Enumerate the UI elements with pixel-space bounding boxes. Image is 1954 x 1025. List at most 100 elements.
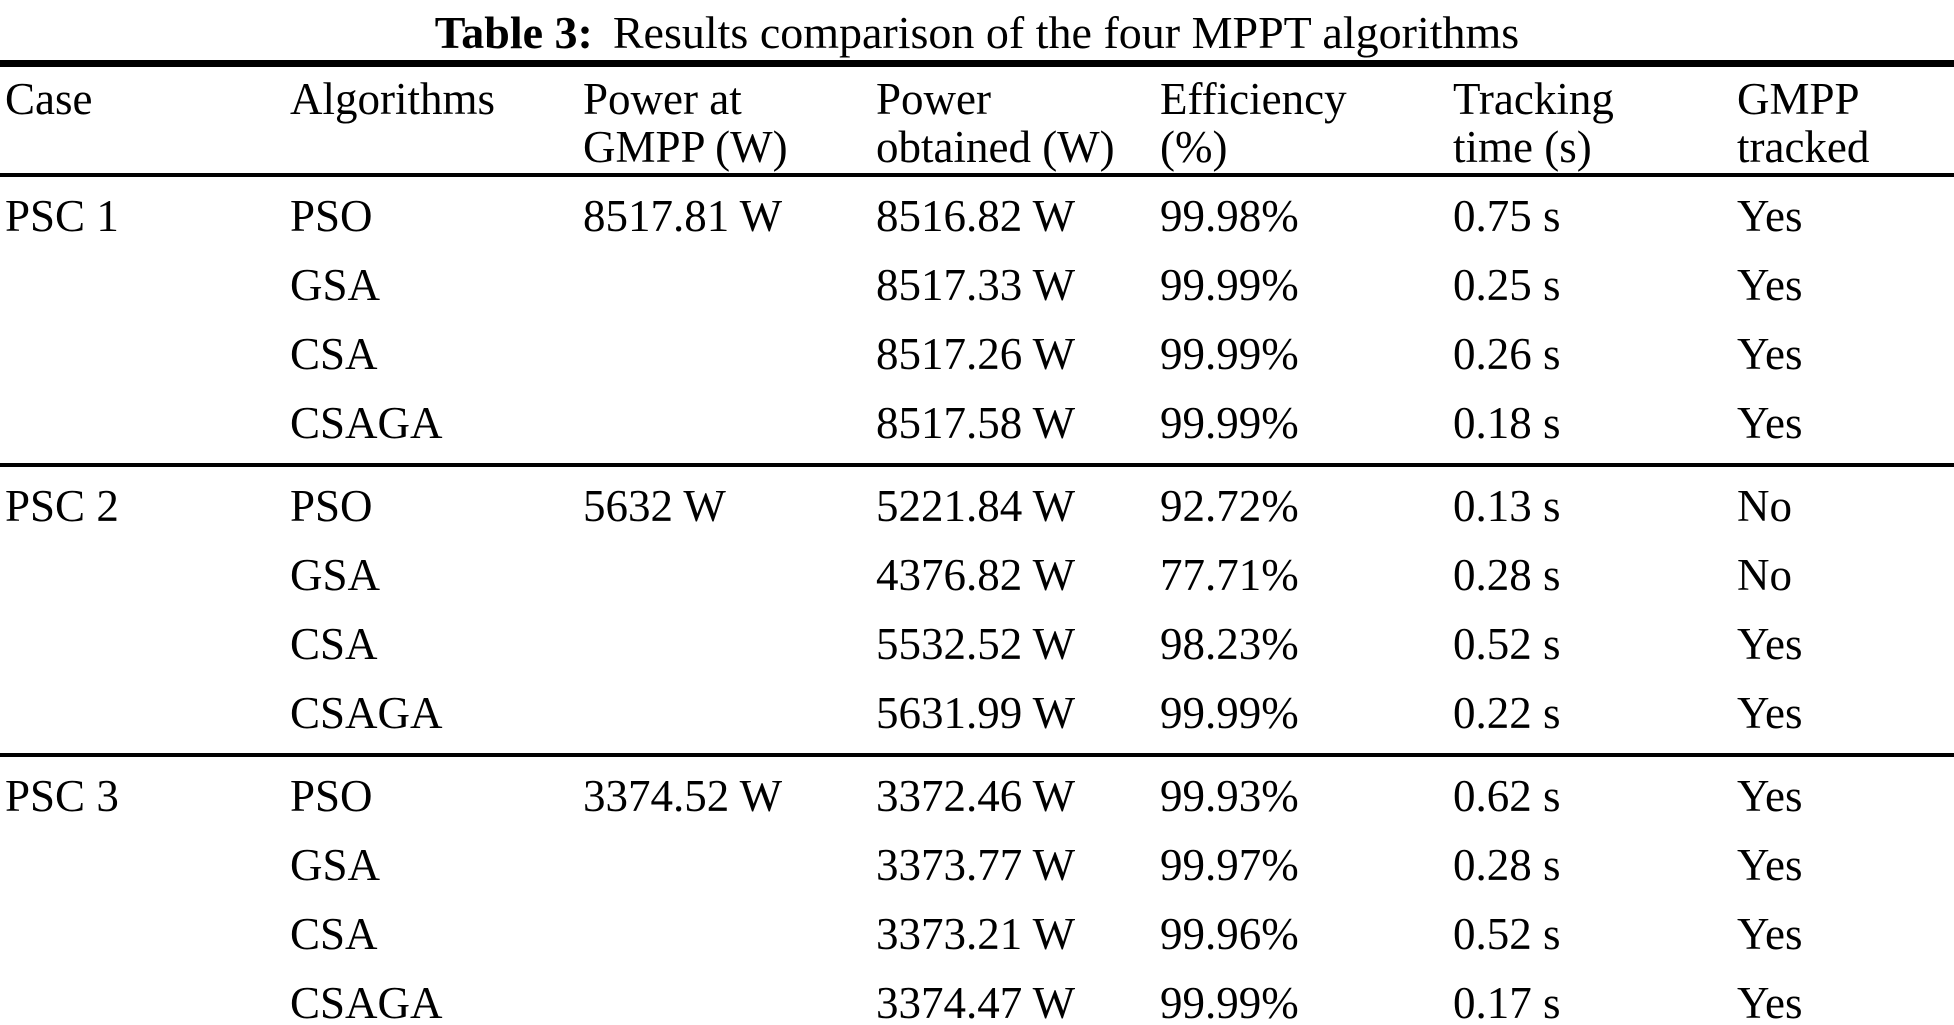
- case-cell-empty: [0, 541, 290, 610]
- efficiency-cell: 99.99%: [1160, 260, 1299, 310]
- table-row: GSA 8517.33 W 99.99% 0.25 s Yes: [0, 251, 1954, 320]
- power-at-gmpp-cell-empty: [583, 389, 876, 465]
- tracking-time-cell: 0.28 s: [1453, 550, 1561, 600]
- case-cell-empty: [0, 679, 290, 755]
- power-obtained-cell: 8517.33 W: [876, 260, 1076, 310]
- algorithm-cell: GSA: [290, 840, 381, 890]
- power-at-gmpp-cell-empty: [583, 320, 876, 389]
- power-at-gmpp-cell-empty: [583, 831, 876, 900]
- table-row: CSAGA 5631.99 W 99.99% 0.22 s Yes: [0, 679, 1954, 755]
- case-cell-empty: [0, 969, 290, 1025]
- power-at-gmpp-cell-empty: [583, 969, 876, 1025]
- table-row: CSAGA 8517.58 W 99.99% 0.18 s Yes: [0, 389, 1954, 465]
- table-caption-text: Results comparison of the four MPPT algo…: [612, 7, 1520, 58]
- efficiency-cell: 99.97%: [1160, 840, 1299, 890]
- algorithm-cell: PSO: [290, 771, 373, 821]
- gmpp-tracked-cell: Yes: [1737, 909, 1803, 959]
- power-at-gmpp-cell: 3374.52 W: [583, 771, 783, 821]
- case-cell-empty: [0, 900, 290, 969]
- power-obtained-cell: 5532.52 W: [876, 619, 1076, 669]
- efficiency-cell: 92.72%: [1160, 481, 1299, 531]
- tracking-time-cell: 0.25 s: [1453, 260, 1561, 310]
- case-cell-empty: [0, 320, 290, 389]
- gmpp-tracked-cell: Yes: [1737, 329, 1803, 379]
- table-row: CSA 5532.52 W 98.23% 0.52 s Yes: [0, 610, 1954, 679]
- header-algorithms: Algorithms: [290, 74, 496, 124]
- section-psc1: PSC 1 PSO 8517.81 W 8516.82 W 99.98% 0.7…: [0, 175, 1954, 465]
- power-obtained-cell: 8517.58 W: [876, 398, 1076, 448]
- gmpp-tracked-cell: Yes: [1737, 688, 1803, 738]
- algorithm-cell: GSA: [290, 550, 381, 600]
- case-cell-empty: [0, 251, 290, 320]
- power-at-gmpp-cell-empty: [583, 679, 876, 755]
- table-caption-label: Table 3:: [434, 7, 593, 58]
- table-row: PSC 2 PSO 5632 W 5221.84 W 92.72% 0.13 s…: [0, 465, 1954, 541]
- algorithm-cell: CSAGA: [290, 978, 443, 1025]
- gmpp-tracked-cell: Yes: [1737, 619, 1803, 669]
- power-at-gmpp-cell-empty: [583, 251, 876, 320]
- results-table: Case Algorithms Power at GMPP (W) Power …: [0, 60, 1954, 1025]
- table-row: PSC 3 PSO 3374.52 W 3372.46 W 99.93% 0.6…: [0, 755, 1954, 831]
- header-gmpp-tracked: GMPP tracked: [1737, 74, 1870, 172]
- table-caption: Table 3: Results comparison of the four …: [0, 0, 1954, 60]
- tracking-time-cell: 0.28 s: [1453, 840, 1561, 890]
- header-tracking-time: Tracking time (s): [1453, 74, 1614, 172]
- efficiency-cell: 99.99%: [1160, 978, 1299, 1025]
- power-at-gmpp-cell: 5632 W: [583, 481, 726, 531]
- table-row: GSA 4376.82 W 77.71% 0.28 s No: [0, 541, 1954, 610]
- tracking-time-cell: 0.18 s: [1453, 398, 1561, 448]
- efficiency-cell: 99.99%: [1160, 688, 1299, 738]
- power-obtained-cell: 3373.21 W: [876, 909, 1076, 959]
- section-psc3: PSC 3 PSO 3374.52 W 3372.46 W 99.93% 0.6…: [0, 755, 1954, 1025]
- gmpp-tracked-cell: Yes: [1737, 260, 1803, 310]
- power-at-gmpp-cell: 8517.81 W: [583, 191, 783, 241]
- power-at-gmpp-cell-empty: [583, 610, 876, 679]
- header-power-obtained: Power obtained (W): [876, 74, 1115, 172]
- table-row: CSA 3373.21 W 99.96% 0.52 s Yes: [0, 900, 1954, 969]
- tracking-time-cell: 0.13 s: [1453, 481, 1561, 531]
- gmpp-tracked-cell: No: [1737, 481, 1792, 531]
- power-obtained-cell: 3372.46 W: [876, 771, 1076, 821]
- efficiency-cell: 99.96%: [1160, 909, 1299, 959]
- tracking-time-cell: 0.17 s: [1453, 978, 1561, 1025]
- gmpp-tracked-cell: Yes: [1737, 191, 1803, 241]
- gmpp-tracked-cell: Yes: [1737, 398, 1803, 448]
- efficiency-cell: 98.23%: [1160, 619, 1299, 669]
- tracking-time-cell: 0.22 s: [1453, 688, 1561, 738]
- case-cell: PSC 2: [5, 481, 119, 531]
- tracking-time-cell: 0.26 s: [1453, 329, 1561, 379]
- case-cell-empty: [0, 389, 290, 465]
- power-at-gmpp-cell-empty: [583, 900, 876, 969]
- efficiency-cell: 99.99%: [1160, 329, 1299, 379]
- tracking-time-cell: 0.52 s: [1453, 909, 1561, 959]
- power-obtained-cell: 3373.77 W: [876, 840, 1076, 890]
- header-case: Case: [5, 74, 93, 124]
- efficiency-cell: 99.93%: [1160, 771, 1299, 821]
- power-obtained-cell: 8517.26 W: [876, 329, 1076, 379]
- table-row: PSC 1 PSO 8517.81 W 8516.82 W 99.98% 0.7…: [0, 175, 1954, 251]
- table-header: Case Algorithms Power at GMPP (W) Power …: [0, 64, 1954, 176]
- power-obtained-cell: 5631.99 W: [876, 688, 1076, 738]
- algorithm-cell: CSA: [290, 329, 378, 379]
- algorithm-cell: CSAGA: [290, 688, 443, 738]
- efficiency-cell: 77.71%: [1160, 550, 1299, 600]
- case-cell-empty: [0, 831, 290, 900]
- tracking-time-cell: 0.75 s: [1453, 191, 1561, 241]
- case-cell: PSC 3: [5, 771, 119, 821]
- section-psc2: PSC 2 PSO 5632 W 5221.84 W 92.72% 0.13 s…: [0, 465, 1954, 755]
- efficiency-cell: 99.98%: [1160, 191, 1299, 241]
- gmpp-tracked-cell: Yes: [1737, 978, 1803, 1025]
- algorithm-cell: GSA: [290, 260, 381, 310]
- table-row: GSA 3373.77 W 99.97% 0.28 s Yes: [0, 831, 1954, 900]
- algorithm-cell: CSA: [290, 619, 378, 669]
- gmpp-tracked-cell: No: [1737, 550, 1792, 600]
- efficiency-cell: 99.99%: [1160, 398, 1299, 448]
- gmpp-tracked-cell: Yes: [1737, 771, 1803, 821]
- power-obtained-cell: 8516.82 W: [876, 191, 1076, 241]
- header-efficiency: Efficiency (%): [1160, 74, 1347, 172]
- header-row: Case Algorithms Power at GMPP (W) Power …: [0, 64, 1954, 176]
- power-at-gmpp-cell-empty: [583, 541, 876, 610]
- algorithm-cell: PSO: [290, 191, 373, 241]
- case-cell-empty: [0, 610, 290, 679]
